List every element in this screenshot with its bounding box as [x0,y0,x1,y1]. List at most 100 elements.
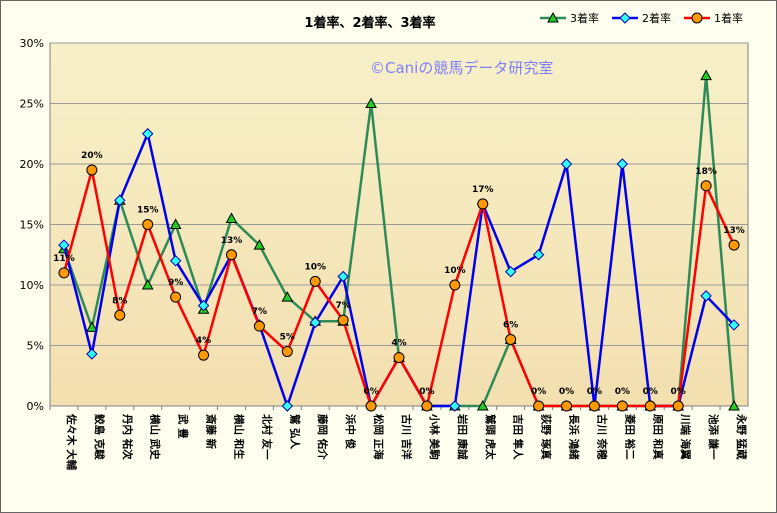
x-tick-label: 鮫島 克駿 [93,414,106,460]
x-tick-label: 永野 猛蔵 [735,413,748,460]
x-tick-label: 鷲 弘人 [288,414,301,450]
data-point [141,278,154,290]
data-point [616,400,628,412]
y-tick-label: 5% [27,340,44,353]
x-tick-label: 原田 和真 [651,414,664,460]
data-label: 0% [363,387,378,397]
data-point [421,400,433,412]
data-label: 17% [472,185,494,195]
watermark-text: ©Caniの競馬データ研究室 [370,59,553,77]
x-tick-label: 浜中 俊 [344,414,357,450]
data-point [700,290,712,302]
data-point [477,198,489,210]
data-point [170,291,182,303]
data-point [114,194,126,207]
data-point [616,158,629,170]
data-point [700,180,712,192]
x-tick-label: 横山 和生 [232,414,245,460]
data-label: 0% [531,387,546,397]
data-point [728,319,740,331]
data-point [114,309,126,321]
data-point [588,400,600,412]
x-tick-label: 川端 海翼 [679,413,692,460]
data-point [169,218,182,229]
data-label: 4% [196,336,211,346]
data-point [532,249,545,261]
data-point [225,249,237,261]
y-tick-label: 20% [20,158,44,171]
data-label: 15% [137,206,159,216]
x-tick-label: 丹内 祐次 [121,414,134,460]
data-point [253,320,265,332]
x-tick-label: 斎藤 新 [205,413,218,450]
y-tick-label: 10% [20,279,44,292]
data-label: 11% [53,254,75,264]
data-point [198,349,210,361]
data-point [309,316,321,329]
x-tick-label: 長浜 鴻緒 [568,414,581,460]
data-label: 18% [695,167,717,177]
data-point [533,400,545,412]
data-point [86,321,98,332]
x-tick-label: 小林 美駒 [428,413,441,460]
x-tick-label: 藤岡 佑介 [316,414,329,460]
data-point [86,164,98,176]
legend-marker [547,11,559,23]
data-point [476,399,489,411]
data-point [560,158,573,170]
x-tick-label: 吉田 隼人 [512,414,525,460]
x-tick-label: 北村 友一 [260,414,273,460]
legend-marker [691,12,703,24]
x-tick-label: 池添 謙一 [707,414,720,460]
data-label: 0% [643,387,658,397]
chart-title: 1着率、2着率、3着率 [304,15,435,31]
data-point [728,239,740,251]
data-label: 10% [304,262,326,272]
y-tick-label: 25% [20,98,44,111]
data-label: 0% [671,387,686,397]
data-point [281,291,294,302]
data-point [700,69,712,81]
x-tick-label: 横山 武史 [149,414,162,460]
data-point [281,400,294,412]
data-label: 7% [252,307,267,317]
data-point [169,255,182,267]
data-point [337,314,349,326]
legend-marker [619,12,631,24]
data-point [561,400,573,412]
data-point [504,265,517,278]
data-label: 6% [503,320,518,330]
data-point [86,348,98,360]
data-point [672,400,684,412]
x-tick-label: 荻野 琢真 [540,414,553,460]
y-tick-label: 30% [20,37,44,50]
data-label: 7% [336,301,351,311]
x-tick-label: 武 豊 [177,414,190,439]
data-label: 0% [419,387,434,397]
legend-label: 3着率 [570,11,599,25]
data-point [142,128,154,140]
x-tick-label: 古川 吉洋 [400,414,413,460]
data-point [365,97,377,108]
data-label: 0% [587,387,602,397]
data-point [728,399,740,411]
data-label: 0% [615,387,630,397]
data-point [365,400,377,412]
data-point [449,279,461,291]
x-tick-label: 菱田 裕二 [623,414,636,460]
data-point [337,270,349,283]
data-point [197,299,210,312]
data-point [449,400,461,412]
data-label: 20% [81,151,103,161]
data-point [225,212,238,223]
data-label: 13% [221,236,243,246]
data-point [281,346,293,358]
data-point [505,333,517,345]
data-label: 13% [723,226,745,236]
data-point [142,219,154,230]
data-point [309,275,321,287]
legend-label: 2着率 [642,11,671,25]
y-tick-label: 15% [20,219,44,232]
data-point [58,267,70,279]
